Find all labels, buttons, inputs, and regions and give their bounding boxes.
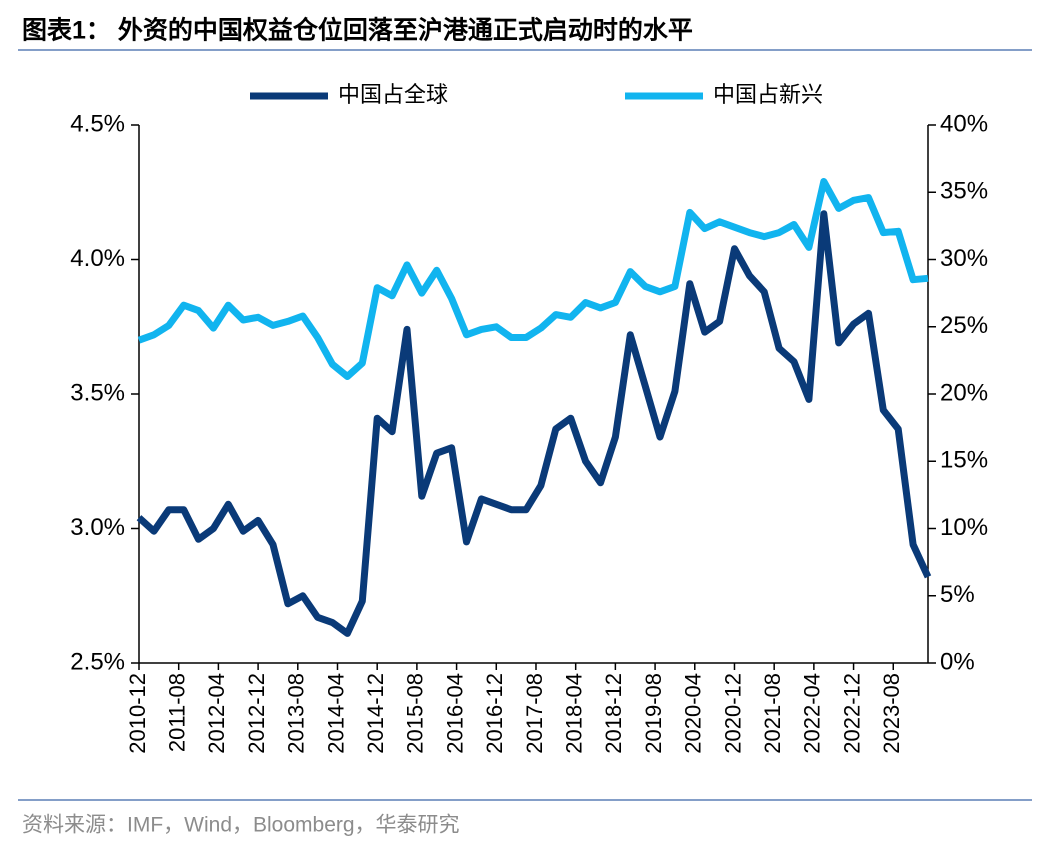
y2-tick-label: 0% (940, 648, 975, 675)
y2-tick-label: 35% (940, 178, 988, 205)
y-tick-label: 3.0% (70, 514, 125, 541)
y2-tick-label: 30% (940, 245, 988, 272)
y2-tick-label: 5% (940, 581, 975, 608)
y2-tick-label: 20% (940, 379, 988, 406)
x-tick-label: 2017-08 (522, 673, 547, 754)
x-tick-label: 2022-04 (800, 673, 825, 754)
series-line (136, 210, 932, 637)
y2-tick-label: 15% (940, 447, 988, 474)
x-tick-label: 2022-12 (839, 673, 864, 754)
y-tick-label: 4.5% (70, 110, 125, 137)
x-tick-label: 2014-04 (323, 673, 348, 754)
x-tick-label: 2018-04 (561, 673, 586, 754)
x-tick-label: 2020-12 (720, 673, 745, 754)
x-tick-label: 2021-08 (760, 673, 785, 754)
x-tick-label: 2016-04 (442, 673, 467, 754)
legend-label: 中国占全球 (338, 82, 448, 107)
x-tick-label: 2019-08 (641, 673, 666, 754)
x-tick-label: 2013-08 (284, 673, 309, 754)
y-tick-label: 3.5% (70, 379, 125, 406)
x-tick-label: 2020-04 (681, 673, 706, 754)
x-tick-label: 2010-12 (125, 673, 150, 754)
x-tick-label: 2018-12 (601, 673, 626, 754)
source-note: 资料来源：IMF，Wind，Bloomberg，华泰研究 (22, 814, 460, 837)
series-line (137, 178, 929, 380)
x-tick-label: 2015-08 (403, 673, 428, 754)
x-tick-label: 2012-12 (244, 673, 269, 754)
x-tick-label: 2016-12 (482, 673, 507, 754)
y2-tick-label: 40% (940, 110, 988, 137)
x-tick-label: 2012-04 (204, 673, 229, 754)
y2-tick-label: 25% (940, 312, 988, 339)
legend-label: 中国占新兴 (713, 82, 823, 107)
y2-tick-label: 10% (940, 514, 988, 541)
chart-title: 图表1： 外资的中国权益仓位回落至沪港通正式启动时的水平 (22, 16, 693, 45)
y-tick-label: 4.0% (70, 245, 125, 272)
y-tick-label: 2.5% (70, 648, 125, 675)
x-tick-label: 2014-12 (363, 673, 388, 754)
x-tick-label: 2011-08 (165, 673, 190, 752)
x-tick-label: 2023-08 (879, 673, 904, 754)
